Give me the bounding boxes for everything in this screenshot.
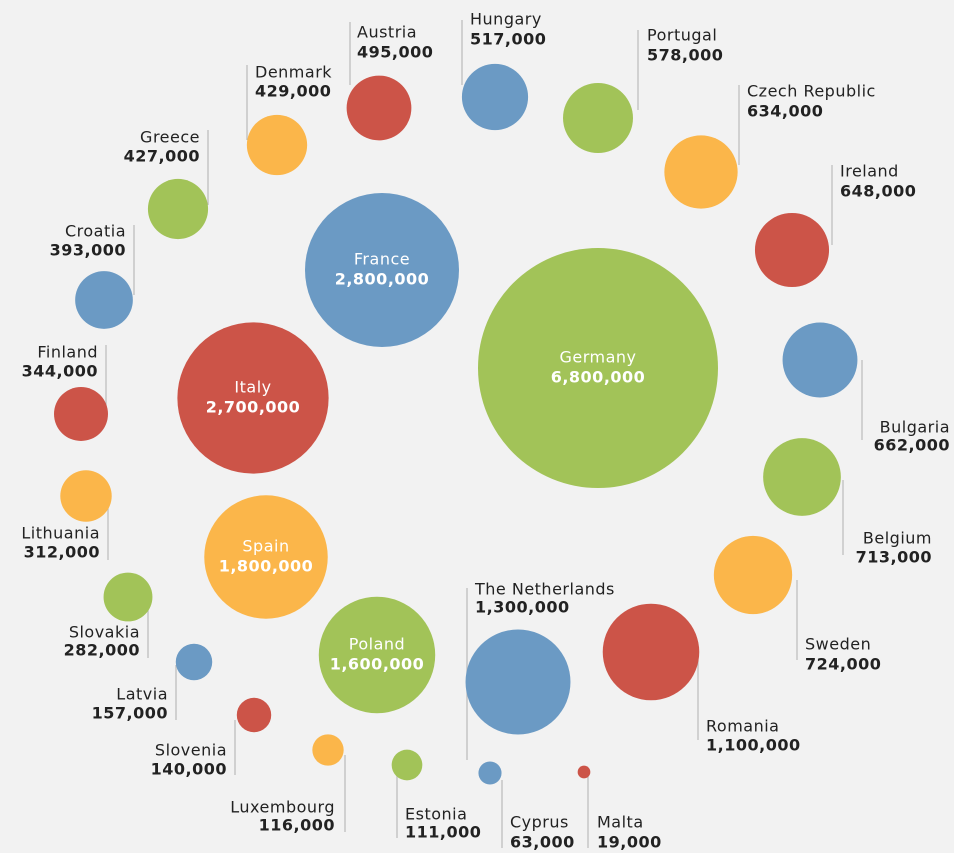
bubble-label: Slovakia [69, 623, 140, 642]
value-label: 393,000 [50, 241, 126, 260]
bubble-label: France [354, 250, 410, 269]
bubble-label: Croatia [65, 222, 126, 241]
value-label: 63,000 [510, 833, 575, 852]
bubble [754, 212, 830, 288]
bubble-label: Czech Republic [747, 82, 876, 101]
value-label: 517,000 [470, 30, 546, 49]
bubble-label: Italy [234, 378, 271, 397]
bubble-label: Poland [349, 635, 405, 654]
value-label: 282,000 [64, 641, 140, 660]
bubble-label: Denmark [255, 63, 332, 82]
bubble [103, 572, 153, 622]
bubble [147, 178, 209, 240]
bubble [60, 470, 112, 522]
bubble [312, 734, 344, 766]
bubble [763, 438, 841, 516]
bubble [236, 697, 272, 733]
value-label: 111,000 [405, 823, 481, 842]
bubble-label: Latvia [116, 685, 168, 704]
bubble-label: Finland [37, 343, 98, 362]
value-label: 1,100,000 [706, 736, 801, 755]
bubble-label: Portugal [647, 26, 717, 45]
bubble [391, 749, 423, 781]
bubble [577, 765, 591, 779]
bubble-label: Malta [597, 813, 644, 832]
bubble-label: Sweden [805, 635, 871, 654]
bubble [175, 643, 213, 681]
value-label: 724,000 [805, 655, 881, 674]
bubble-label: Germany [559, 348, 636, 367]
bubble-label: Spain [242, 537, 289, 556]
value-label: 427,000 [124, 147, 200, 166]
value-label: 1,600,000 [330, 655, 425, 674]
bubble [318, 596, 436, 714]
bubble [782, 322, 858, 398]
bubble-label: The Netherlands [474, 580, 615, 599]
bubble [478, 761, 502, 785]
value-label: 1,300,000 [475, 598, 570, 617]
value-label: 312,000 [24, 543, 100, 562]
value-label: 429,000 [255, 82, 331, 101]
value-label: 1,800,000 [219, 557, 314, 576]
bubble-label: Cyprus [510, 813, 569, 832]
bubble [304, 192, 460, 348]
bubble [246, 114, 308, 176]
bubble [563, 83, 633, 153]
value-label: 648,000 [840, 182, 916, 201]
value-label: 713,000 [856, 548, 932, 567]
value-label: 140,000 [151, 760, 227, 779]
value-label: 344,000 [22, 362, 98, 381]
value-label: 495,000 [357, 43, 433, 62]
bubble-label: Greece [140, 128, 200, 147]
bubble [75, 271, 133, 329]
bubble-label: Hungary [470, 10, 542, 29]
value-label: 2,700,000 [206, 398, 301, 417]
value-label: 116,000 [259, 816, 335, 835]
bubble-label: Romania [706, 717, 779, 736]
bubble-label: Slovenia [155, 741, 227, 760]
bubble-label: Belgium [863, 529, 932, 548]
bubble [713, 535, 793, 615]
bubble [346, 75, 412, 141]
bubble [465, 629, 571, 735]
bubble [177, 322, 329, 474]
bubble [664, 135, 738, 209]
value-label: 6,800,000 [551, 368, 646, 387]
bubble-label: Estonia [405, 805, 467, 824]
bubble [602, 603, 700, 701]
value-label: 662,000 [874, 436, 950, 455]
bubble-label: Ireland [840, 162, 899, 181]
bubble-label: Lithuania [21, 524, 100, 543]
bubble [204, 495, 328, 619]
bubble-label: Luxembourg [230, 798, 335, 817]
bubble-label: Austria [357, 23, 417, 42]
value-label: 634,000 [747, 102, 823, 121]
bubble-label: Bulgaria [880, 418, 950, 437]
value-label: 157,000 [92, 704, 168, 723]
value-label: 19,000 [597, 833, 662, 852]
value-label: 2,800,000 [335, 270, 430, 289]
value-label: 578,000 [647, 46, 723, 65]
bubble [461, 63, 529, 131]
bubble [54, 387, 108, 441]
bubble [478, 248, 718, 488]
